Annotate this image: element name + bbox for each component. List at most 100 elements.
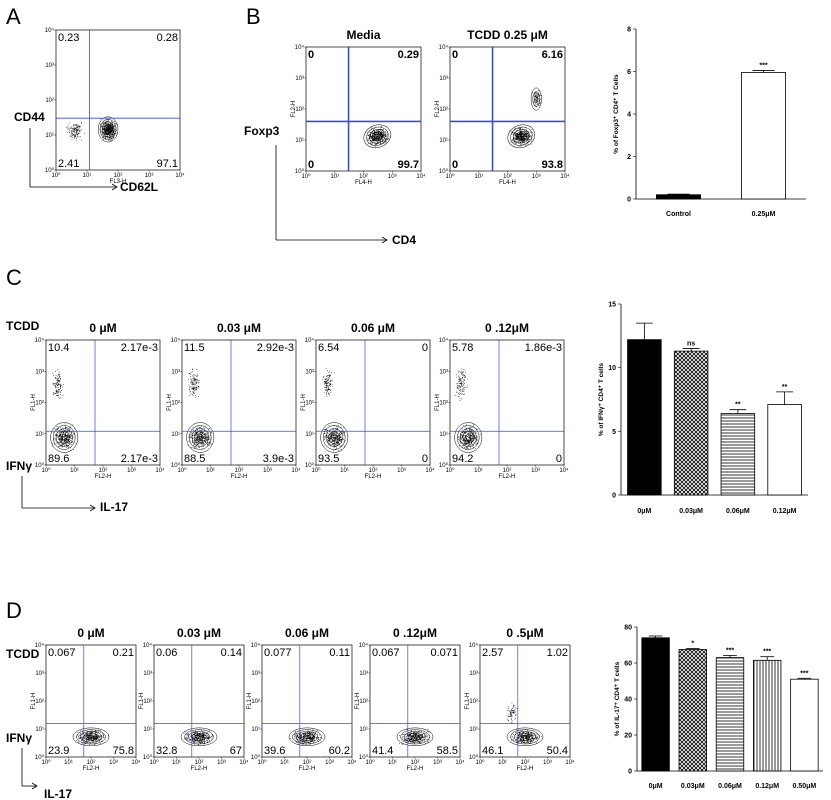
quadrant-lower-right-value: 67 bbox=[230, 745, 242, 757]
y-tick-label: 6 bbox=[627, 69, 631, 76]
panel-b-flow-plots: 10⁰10⁰10¹10¹10²10²10³10³10⁴10⁴FL4-HFL2-H… bbox=[244, 28, 570, 247]
y-tick-label: 10⁴ bbox=[251, 642, 261, 649]
x-tick-label: 10² bbox=[521, 760, 530, 766]
density-contour bbox=[184, 729, 214, 745]
category-label: 0.12μM bbox=[755, 783, 779, 790]
density-contour bbox=[400, 729, 430, 745]
quadrant-lower-right-value: 3.9e-3 bbox=[263, 453, 294, 465]
x-tick-label: 10⁴ bbox=[155, 467, 165, 474]
panel-letter-b: B bbox=[246, 4, 261, 29]
quadrant-upper-right-value: 0.28 bbox=[157, 32, 178, 44]
y-channel-label: FL1-H bbox=[465, 693, 471, 710]
y-tick-label: 0 bbox=[612, 493, 616, 500]
density-contour bbox=[195, 734, 203, 739]
y-channel-label: FL1-H bbox=[435, 394, 441, 411]
quadrant-upper-right-value: 1.02 bbox=[547, 647, 568, 659]
panel-d-bar-chart: 0 20 40 60 80 % of IL-17⁺ CD4⁺ T cells 0μM * 0.0… bbox=[614, 625, 823, 790]
bar bbox=[678, 649, 707, 772]
x-tick-label: 10² bbox=[503, 174, 512, 180]
y-tick-label: 0 bbox=[627, 197, 631, 204]
density-contour bbox=[76, 729, 106, 745]
panel-letter-a: A bbox=[6, 4, 21, 29]
y-axis-label: % of Foxp3⁺ CD4⁺ T Cells bbox=[613, 74, 620, 154]
x-tick-label: 10³ bbox=[325, 760, 334, 766]
y-channel-label: FL2-H bbox=[435, 101, 441, 118]
x-tick-label: 10³ bbox=[388, 174, 397, 180]
x-tick-label: 10² bbox=[359, 174, 368, 180]
x-channel-label: FL2-H bbox=[407, 766, 424, 772]
y-tick-label: 2 bbox=[627, 154, 631, 161]
event-dots bbox=[454, 368, 483, 453]
x-channel-label: FL3-H bbox=[110, 179, 127, 185]
x-tick-label: 10³ bbox=[217, 760, 226, 766]
x-tick-label: 10³ bbox=[531, 468, 540, 474]
y-tick-label: 10¹ bbox=[35, 432, 44, 438]
y-tick-label: 10² bbox=[305, 401, 314, 407]
y-tick-label: 10³ bbox=[143, 671, 152, 677]
density-contour bbox=[292, 729, 322, 745]
density-contour bbox=[510, 729, 540, 745]
y-tick-label: 80 bbox=[624, 625, 632, 632]
y-tick-label: 10⁴ bbox=[35, 337, 45, 344]
y-tick-label: 10⁴ bbox=[469, 642, 479, 649]
density-contour bbox=[72, 727, 110, 747]
density-contour bbox=[101, 121, 115, 138]
y-tick-label: 10⁰ bbox=[439, 168, 449, 175]
event-dots bbox=[65, 116, 119, 143]
density-contour bbox=[97, 116, 119, 143]
category-label: 0.03μM bbox=[679, 508, 703, 515]
y-tick-label: 10³ bbox=[469, 671, 478, 677]
y-channel-label: FL1-H bbox=[247, 693, 253, 710]
x-tick-label: 10⁰ bbox=[149, 759, 159, 766]
y-tick-label: 10 bbox=[608, 365, 616, 372]
plot-frame bbox=[449, 46, 566, 172]
y-axis-label: % of IL-17⁺ CD4⁺ T cells bbox=[614, 661, 621, 736]
quadrant-upper-left-value: 5.78 bbox=[452, 342, 473, 354]
density-contour bbox=[457, 425, 480, 450]
x-tick-label: 10¹ bbox=[340, 468, 349, 474]
quadrant-upper-left-value: 0 bbox=[308, 49, 314, 61]
quadrant-upper-right-value: 1.86e-3 bbox=[525, 342, 562, 354]
x-channel-label: FL2-H bbox=[499, 474, 516, 480]
x-tick-label: 10² bbox=[99, 468, 108, 474]
event-dots bbox=[363, 124, 392, 149]
quadrant-lower-left-value: 89.6 bbox=[48, 453, 69, 465]
density-contour bbox=[197, 434, 204, 441]
density-contour bbox=[303, 734, 311, 739]
plot-title: 0.06 μM bbox=[351, 321, 395, 335]
event-dots bbox=[507, 87, 542, 149]
x-tick-label: 10¹ bbox=[498, 760, 507, 766]
y-tick-label: 10¹ bbox=[469, 727, 478, 733]
quadrant-upper-left-value: 0.23 bbox=[58, 32, 79, 44]
y-tick-label: 10⁰ bbox=[295, 168, 305, 175]
x-tick-label: 10⁴ bbox=[239, 759, 249, 766]
category-label: Control bbox=[666, 211, 691, 218]
x-channel-label: FL2-H bbox=[517, 766, 534, 772]
quadrant-lower-right-value: 50.4 bbox=[547, 745, 568, 757]
panel-b-x-label: CD4 bbox=[392, 233, 416, 247]
category-label: 0.03μM bbox=[681, 783, 705, 790]
y-tick-label: 40 bbox=[624, 697, 632, 704]
y-tick-label: 10² bbox=[295, 107, 304, 113]
y-tick-label: 10¹ bbox=[295, 138, 304, 144]
y-tick-label: 60 bbox=[624, 661, 632, 668]
plot-title: 0 .5μM bbox=[506, 626, 543, 640]
x-channel-label: FL2-H bbox=[365, 474, 382, 480]
panel-d-flow-plots: TCDD 10⁰10⁰10¹10¹10²10²10³10³10⁴10⁴FL2-H… bbox=[6, 626, 575, 800]
density-contour bbox=[512, 129, 530, 144]
quadrant-lower-left-value: 88.5 bbox=[184, 453, 205, 465]
y-tick-label: 10³ bbox=[359, 671, 368, 677]
category-label: 0μM bbox=[649, 783, 663, 790]
panel-c-row-label: TCDD bbox=[6, 319, 40, 333]
quadrant-lower-left-value: 41.4 bbox=[372, 745, 393, 757]
x-channel-label: FL2-H bbox=[83, 766, 100, 772]
quadrant-upper-left-value: 6.54 bbox=[318, 342, 339, 354]
y-tick-label: 10¹ bbox=[305, 432, 314, 438]
y-tick-label: 10¹ bbox=[35, 727, 44, 733]
plot-frame bbox=[315, 339, 431, 466]
plot-frame bbox=[369, 644, 461, 758]
y-tick-label: 10⁴ bbox=[143, 642, 153, 649]
